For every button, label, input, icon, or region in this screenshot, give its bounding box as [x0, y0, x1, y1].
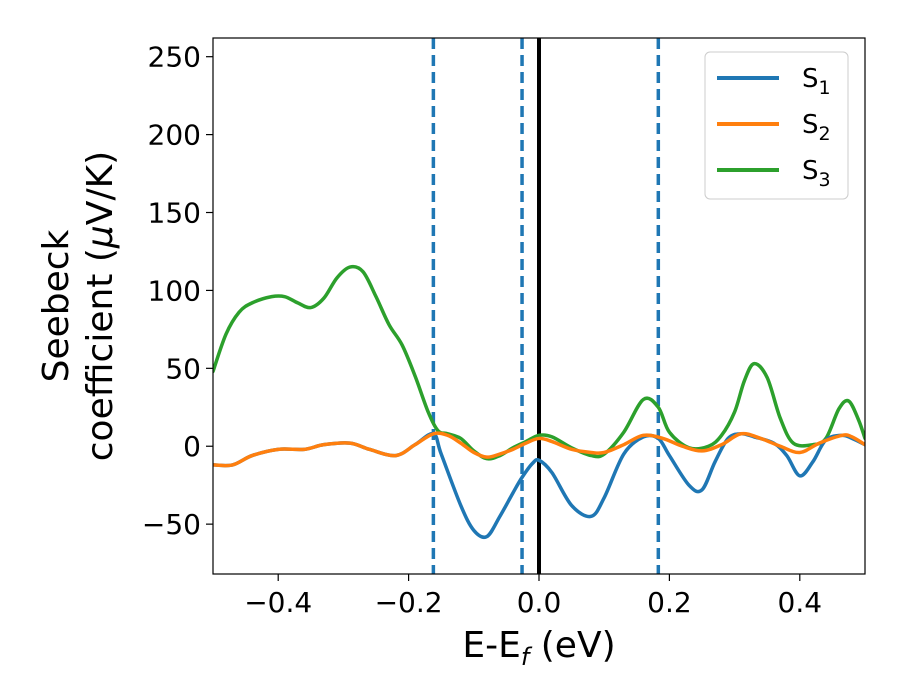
y-tick-label: 200 [148, 119, 201, 152]
vertical-reference-lines [431, 38, 661, 574]
x-axis-title-unit: (eV) [529, 625, 615, 666]
legend-label-s2: S2 [802, 110, 831, 145]
y-tick-label: 100 [148, 274, 201, 307]
y-tick-label: 0 [183, 430, 201, 463]
x-tick-label: 0.0 [517, 586, 562, 619]
x-axis-title-main: E-E [462, 625, 520, 666]
y-tick-label: 50 [165, 352, 201, 385]
y-tick-label: 250 [148, 41, 201, 74]
series-layer [213, 264, 865, 540]
y-axis-title-line2-text: coefficient ( [80, 248, 121, 461]
x-axis: −0.4 −0.2 0.0 0.2 0.4 [244, 574, 822, 619]
y-tick-label: 150 [148, 197, 201, 230]
x-tick-label: −0.2 [375, 586, 443, 619]
y-axis-title: Seebeck coefficient (μV/K) [36, 151, 121, 461]
y-tick-label: −50 [142, 508, 201, 541]
y-axis: −50 0 50 100 150 200 250 [142, 41, 213, 541]
series-line-s2 [213, 431, 865, 468]
y-axis-title-unit: V/K) [80, 151, 121, 225]
x-tick-label: 0.2 [647, 586, 692, 619]
legend: S1 S2 S3 [704, 51, 849, 200]
x-tick-label: 0.4 [778, 586, 823, 619]
x-axis-title: E-Ef (eV) [462, 625, 615, 671]
y-axis-title-line1: Seebeck [36, 229, 77, 382]
legend-label-s3: S3 [802, 156, 831, 191]
y-axis-title-line2: coefficient (μV/K) [80, 151, 121, 461]
legend-label-s1: S1 [802, 64, 831, 99]
x-tick-label: −0.4 [244, 586, 312, 619]
y-axis-title-mu: μ [80, 225, 121, 249]
